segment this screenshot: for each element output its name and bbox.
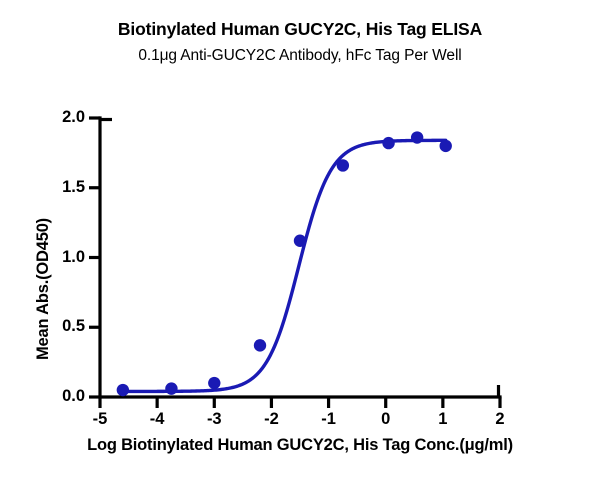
chart-subtitle: 0.1μg Anti-GUCY2C Antibody, hFc Tag Per …: [138, 47, 462, 64]
y-tick-label: 1.5: [62, 177, 85, 196]
data-point: [410, 131, 424, 144]
sigmoid-fit-curve: [121, 138, 448, 394]
data-point: [165, 382, 178, 395]
x-axis-ticks: [98, 397, 502, 408]
data-point-markers: [116, 131, 452, 397]
x-tick-label: -3: [206, 410, 222, 428]
data-point: [439, 139, 452, 153]
y-tick-label: 0.0: [62, 387, 85, 405]
data-point: [293, 234, 307, 247]
x-tick-label: -1: [321, 410, 336, 428]
y-axis-ticks: [89, 116, 100, 399]
x-tick-label: -4: [149, 410, 165, 428]
y-tick-label: 0.5: [62, 317, 85, 336]
data-point: [382, 136, 395, 150]
x-tick-label: 2: [495, 410, 505, 428]
x-tick-label: 1: [438, 410, 448, 428]
data-point: [336, 159, 350, 172]
y-tick-label: 1.0: [62, 247, 85, 266]
x-tick-label: 0: [381, 410, 391, 428]
data-point: [208, 376, 221, 390]
y-tick-label: 2.0: [62, 108, 85, 126]
x-tick-label: -2: [264, 410, 279, 428]
data-point: [116, 383, 130, 397]
x-tick-label: -5: [92, 410, 108, 428]
x-axis-title: Log Biotinylated Human GUCY2C, His Tag C…: [87, 436, 513, 454]
chart-title: Biotinylated Human GUCY2C, His Tag ELISA: [117, 19, 483, 39]
data-point: [253, 339, 267, 352]
